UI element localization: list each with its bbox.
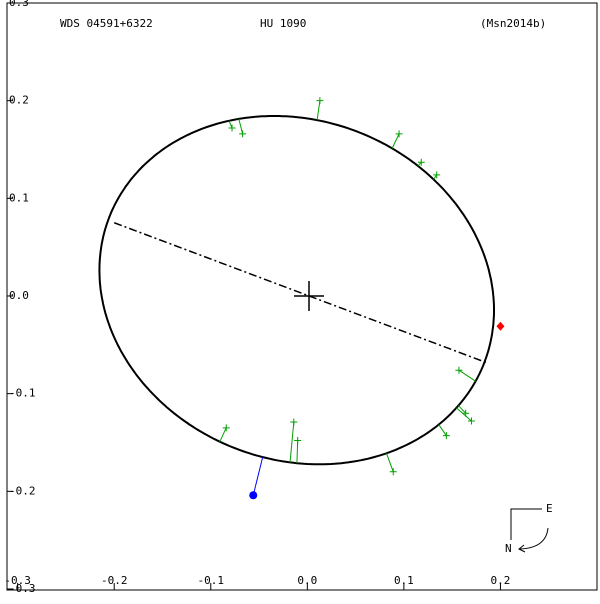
compass-east: E <box>546 502 553 515</box>
observation <box>389 468 397 476</box>
residual-line <box>296 440 299 464</box>
orbit <box>98 115 495 466</box>
y-tick-label: -0.3 <box>9 582 36 595</box>
x-tick-label: 0.2 <box>491 574 511 587</box>
observation <box>290 418 298 426</box>
point <box>496 321 505 331</box>
y-tick-label: 0.3 <box>9 0 29 9</box>
observation <box>239 130 247 138</box>
observation <box>442 432 450 440</box>
observation <box>316 97 324 105</box>
point-line <box>252 456 264 496</box>
y-tick-label: 0.0 <box>9 289 29 302</box>
node-line <box>113 222 487 364</box>
x-tick-label: -0.2 <box>101 574 128 587</box>
observation <box>294 437 302 445</box>
residual-line <box>433 174 438 180</box>
residual-line <box>219 427 227 442</box>
x-tick-label: -0.1 <box>198 574 225 587</box>
residual-line <box>458 405 467 414</box>
residual-line <box>391 133 400 149</box>
y-tick-label: 0.2 <box>9 94 29 107</box>
annotation: (Msn2014b) <box>480 17 546 30</box>
x-tick-label: 0.1 <box>394 574 414 587</box>
residual-line <box>238 118 244 134</box>
y-tick-label: -0.1 <box>9 387 36 400</box>
residual-line <box>438 424 447 436</box>
residual-line <box>386 453 394 472</box>
observation <box>417 158 425 166</box>
compass-axes <box>510 508 542 540</box>
observation <box>222 424 230 432</box>
residual-line <box>458 369 476 382</box>
residual-line <box>417 161 422 167</box>
compass-arrow <box>519 527 549 550</box>
y-tick-label: -0.2 <box>9 484 36 497</box>
x-tick-label: 0.0 <box>297 574 317 587</box>
observation <box>228 124 236 132</box>
point <box>249 491 258 500</box>
compass-north: N <box>505 542 512 555</box>
observation <box>455 366 463 374</box>
observation <box>433 171 441 179</box>
compass-arrowhead <box>518 544 526 553</box>
x-tick-label: -0.3 <box>4 574 31 587</box>
observation <box>395 130 403 138</box>
residual-line <box>289 421 295 463</box>
chart-title: WDS 04591+6322 <box>60 17 153 30</box>
subtitle: HU 1090 <box>260 17 306 30</box>
y-tick-label: 0.1 <box>9 191 29 204</box>
residual-line <box>456 407 472 422</box>
compass <box>510 508 549 553</box>
observation <box>467 417 475 425</box>
